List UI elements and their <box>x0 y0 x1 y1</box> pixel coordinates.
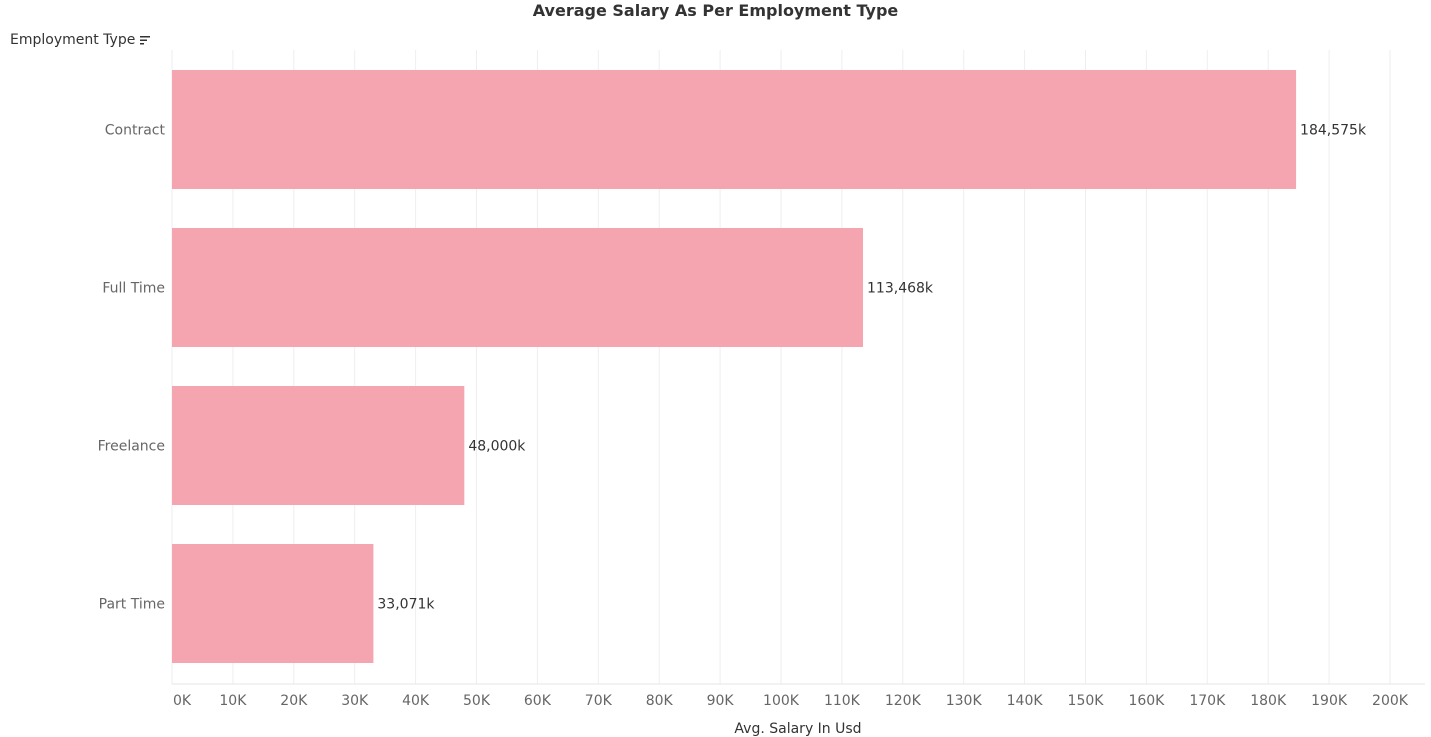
category-label[interactable]: Freelance <box>98 439 165 455</box>
x-tick-label: 0K <box>173 693 192 709</box>
x-tick-label: 10K <box>219 693 247 709</box>
x-tick-label: 30K <box>341 693 369 709</box>
value-label: 33,071k <box>377 597 435 613</box>
row-header-label: Employment Type <box>10 32 136 48</box>
bar-contract[interactable] <box>172 70 1297 189</box>
x-tick-label: 150K <box>1068 693 1105 709</box>
x-tick-label: 90K <box>707 693 735 709</box>
x-tick-label: 80K <box>646 693 674 709</box>
category-label[interactable]: Contract <box>105 123 166 139</box>
bar-freelance[interactable] <box>172 386 465 505</box>
sort-descending-icon[interactable] <box>139 34 151 46</box>
bar-part-time[interactable] <box>172 544 374 663</box>
chart-title: Average Salary As Per Employment Type <box>532 1 899 20</box>
x-tick-label: 130K <box>946 693 983 709</box>
x-axis-title: Avg. Salary In Usd <box>734 721 861 737</box>
category-label[interactable]: Full Time <box>102 281 165 297</box>
value-label: 184,575k <box>1300 123 1367 139</box>
x-tick-label: 100K <box>763 693 800 709</box>
x-axis-ticks: 0K 10K 20K 30K 40K 50K 60K 70K 80K 90K 100K 110K 120… <box>173 693 1409 709</box>
bars <box>172 70 1297 663</box>
x-tick-label: 200K <box>1372 693 1409 709</box>
x-tick-label: 190K <box>1311 693 1348 709</box>
x-tick-label: 120K <box>885 693 922 709</box>
category-label[interactable]: Part Time <box>99 597 165 613</box>
x-tick-label: 140K <box>1007 693 1044 709</box>
value-labels: 184,575k 113,468k 48,000k 33,071k <box>377 123 1367 613</box>
x-tick-label: 70K <box>585 693 613 709</box>
x-tick-label: 60K <box>524 693 552 709</box>
x-tick-label: 180K <box>1250 693 1287 709</box>
x-tick-label: 20K <box>280 693 308 709</box>
x-tick-label: 40K <box>402 693 430 709</box>
x-tick-label: 160K <box>1128 693 1165 709</box>
bar-full-time[interactable] <box>172 228 864 347</box>
row-header-employment-type[interactable]: Employment Type <box>10 30 151 50</box>
x-tick-label: 50K <box>463 693 491 709</box>
value-label: 48,000k <box>468 439 526 455</box>
category-labels: Contract Full Time Freelance Part Time <box>98 123 166 613</box>
x-tick-label: 170K <box>1189 693 1226 709</box>
value-label: 113,468k <box>867 281 934 297</box>
x-tick-label: 110K <box>824 693 861 709</box>
